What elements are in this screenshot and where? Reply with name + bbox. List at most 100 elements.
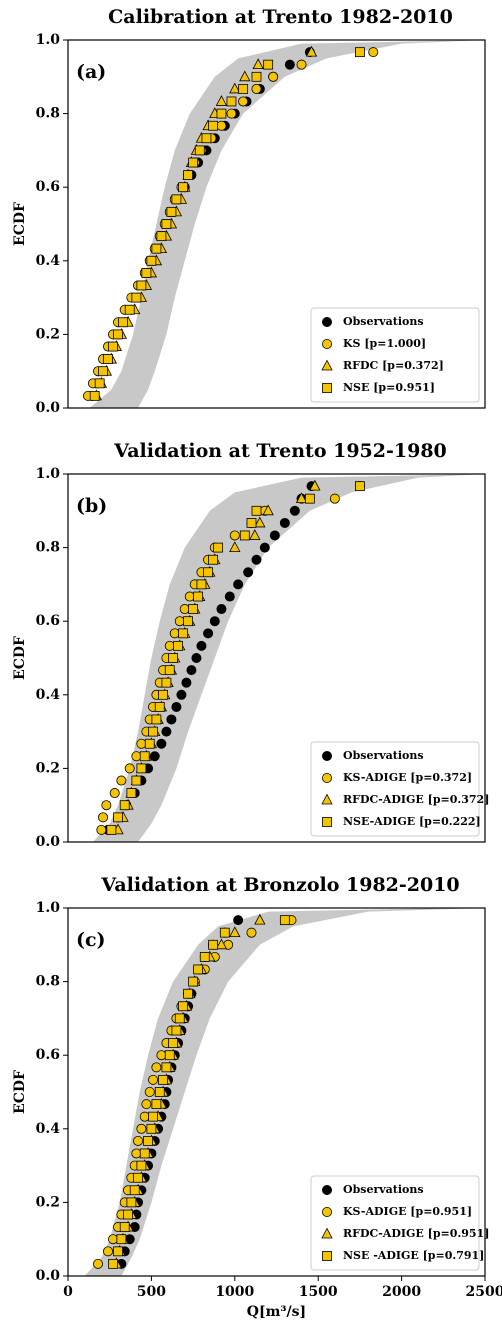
marker bbox=[164, 640, 175, 651]
marker bbox=[254, 516, 266, 528]
x-axis-label: Q[m³/s] bbox=[247, 1304, 306, 1320]
x-tick-label: 0 bbox=[63, 1284, 73, 1300]
marker bbox=[354, 47, 365, 58]
marker bbox=[219, 927, 230, 938]
marker bbox=[89, 390, 100, 401]
marker bbox=[238, 84, 249, 94]
chart-title: Validation at Bronzolo 1982-2010 bbox=[100, 874, 459, 896]
marker bbox=[151, 1062, 162, 1073]
marker bbox=[168, 653, 178, 663]
marker bbox=[146, 255, 157, 266]
marker bbox=[368, 47, 379, 58]
marker bbox=[124, 304, 135, 315]
marker bbox=[173, 640, 183, 651]
legend-label: NSE-ADIGE [p=0.222] bbox=[343, 815, 481, 828]
y-tick-label: 1.0 bbox=[36, 466, 61, 482]
marker bbox=[208, 120, 219, 131]
legend-marker bbox=[321, 773, 332, 784]
marker bbox=[166, 206, 177, 217]
series bbox=[96, 481, 365, 835]
marker bbox=[329, 493, 340, 504]
marker bbox=[141, 1099, 152, 1110]
chart-title: Validation at Trento 1952-1980 bbox=[113, 440, 447, 462]
marker bbox=[116, 1234, 127, 1245]
marker bbox=[169, 628, 180, 639]
y-axis-label: ECDF bbox=[12, 1070, 28, 1114]
marker bbox=[156, 231, 167, 242]
y-tick-label: 0.4 bbox=[36, 253, 61, 269]
marker bbox=[94, 378, 105, 389]
marker bbox=[183, 170, 193, 180]
marker bbox=[171, 701, 182, 712]
marker bbox=[263, 59, 274, 70]
marker bbox=[146, 1123, 157, 1134]
marker bbox=[156, 1050, 167, 1061]
marker bbox=[208, 939, 219, 950]
marker bbox=[136, 1123, 147, 1134]
marker bbox=[309, 479, 321, 491]
y-tick-label: 0.2 bbox=[36, 326, 60, 342]
axes-frame bbox=[67, 473, 486, 843]
marker bbox=[216, 604, 227, 615]
marker bbox=[259, 542, 270, 553]
y-axis-label: ECDF bbox=[12, 202, 28, 246]
marker bbox=[215, 938, 228, 950]
marker bbox=[154, 1087, 165, 1097]
legend-marker bbox=[322, 817, 332, 827]
marker bbox=[226, 96, 237, 107]
marker bbox=[151, 1099, 162, 1110]
marker bbox=[188, 157, 199, 168]
marker bbox=[279, 517, 290, 528]
marker bbox=[131, 1148, 142, 1159]
axes-frame bbox=[67, 39, 486, 409]
marker bbox=[158, 689, 168, 700]
marker bbox=[199, 952, 210, 962]
legend-box bbox=[310, 741, 480, 837]
legend-label: KS-ADIGE [p=0.372] bbox=[343, 771, 472, 784]
marker bbox=[246, 518, 257, 528]
marker bbox=[176, 689, 187, 700]
legend-marker bbox=[321, 751, 332, 762]
marker bbox=[296, 59, 307, 70]
y-tick-label: 1.0 bbox=[36, 32, 61, 48]
marker bbox=[216, 108, 227, 119]
marker bbox=[203, 628, 214, 639]
y-tick-label: 0.4 bbox=[36, 1121, 61, 1137]
marker bbox=[98, 812, 109, 823]
marker bbox=[133, 1172, 143, 1183]
x-tick-label: 1500 bbox=[299, 1284, 338, 1300]
marker bbox=[181, 677, 192, 688]
marker bbox=[136, 1160, 147, 1171]
marker bbox=[209, 616, 220, 627]
marker bbox=[106, 824, 117, 835]
marker bbox=[251, 505, 262, 516]
legend-label: KS [p=1.000] bbox=[343, 337, 426, 350]
marker bbox=[279, 915, 290, 926]
x-tick-label: 1000 bbox=[215, 1284, 254, 1300]
axes-frame bbox=[67, 907, 486, 1277]
marker bbox=[193, 964, 204, 975]
marker bbox=[224, 591, 235, 602]
y-tick-label: 0.6 bbox=[36, 1047, 60, 1063]
marker bbox=[183, 616, 193, 627]
marker bbox=[233, 579, 244, 590]
marker bbox=[161, 726, 172, 737]
marker bbox=[252, 58, 264, 70]
marker bbox=[93, 1258, 104, 1269]
panel-label: (b) bbox=[76, 495, 107, 517]
marker bbox=[178, 1001, 188, 1012]
marker bbox=[183, 988, 193, 999]
marker bbox=[133, 1135, 144, 1146]
marker bbox=[262, 504, 274, 516]
marker bbox=[143, 1136, 153, 1146]
legend-box bbox=[310, 307, 480, 403]
marker bbox=[191, 653, 202, 664]
marker bbox=[229, 926, 241, 938]
marker bbox=[201, 133, 212, 144]
legend-marker bbox=[321, 1207, 332, 1218]
marker bbox=[108, 1258, 118, 1269]
legend-marker bbox=[321, 316, 332, 327]
marker bbox=[108, 341, 118, 352]
marker bbox=[151, 243, 162, 254]
